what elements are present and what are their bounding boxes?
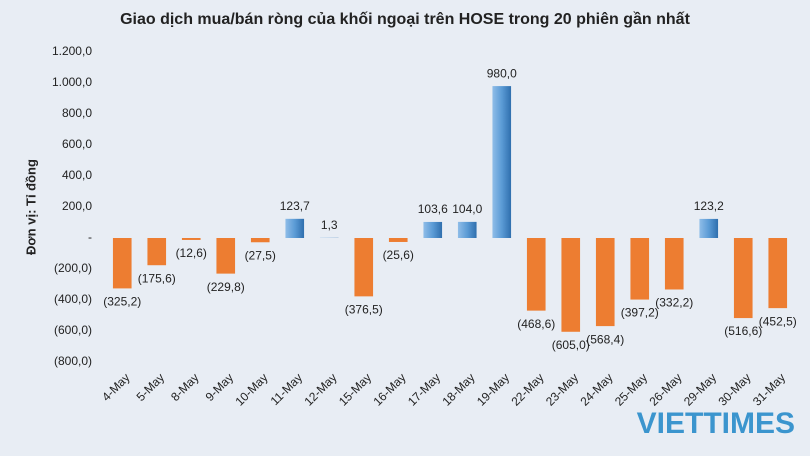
y-tick-label: 800,0 [62, 106, 92, 120]
data-label: (452,5) [759, 314, 797, 328]
bar [733, 238, 753, 319]
bar [181, 238, 201, 240]
y-tick-label: (600,0) [54, 323, 92, 337]
y-tick-label: (800,0) [54, 354, 92, 368]
data-label: (568,4) [586, 332, 624, 346]
y-tick-label: 400,0 [62, 168, 92, 182]
data-label: (25,6) [383, 248, 414, 262]
bar [216, 238, 236, 274]
y-tick-label: 600,0 [62, 137, 92, 151]
chart-title: Giao dịch mua/bán ròng của khối ngoại tr… [120, 11, 691, 28]
bar [595, 238, 615, 327]
y-tick-label: 1.000,0 [52, 75, 92, 89]
data-label: (12,6) [176, 246, 207, 260]
y-axis-label: Đơn vị: Tỉ đồng [23, 159, 38, 255]
data-label: (516,6) [724, 324, 762, 338]
y-tick-label: (200,0) [54, 261, 92, 275]
bar [699, 218, 719, 238]
data-label: (325,2) [103, 295, 141, 309]
y-tick-label: (400,0) [54, 292, 92, 306]
bar [664, 238, 684, 290]
y-tick-label: 200,0 [62, 199, 92, 213]
bar [526, 238, 546, 311]
data-label: (397,2) [621, 306, 659, 320]
bar [285, 218, 305, 238]
bar [457, 221, 477, 238]
y-tick-label: - [88, 230, 92, 244]
watermark: VIETTIMES [637, 407, 795, 440]
bar [630, 238, 650, 300]
bar [147, 238, 167, 266]
data-label: (175,6) [138, 271, 176, 285]
data-label: (605,0) [552, 338, 590, 352]
bar [423, 221, 443, 238]
data-label: 980,0 [487, 66, 517, 80]
data-label: (27,5) [245, 248, 276, 262]
bar [354, 238, 374, 297]
bar [768, 238, 788, 309]
bar [388, 238, 408, 242]
data-label: (332,2) [655, 296, 693, 310]
bar [492, 86, 512, 238]
data-label: 103,6 [418, 202, 448, 216]
data-label: 123,7 [280, 199, 310, 213]
data-label: 1,3 [321, 218, 338, 232]
y-tick-label: 1.200,0 [52, 44, 92, 58]
data-label: (376,5) [345, 303, 383, 317]
data-label: (229,8) [207, 280, 245, 294]
data-label: 123,2 [694, 199, 724, 213]
data-label: (468,6) [517, 317, 555, 331]
bar [112, 238, 132, 289]
bar [250, 238, 270, 243]
bar [561, 238, 581, 332]
data-label: 104,0 [452, 202, 482, 216]
